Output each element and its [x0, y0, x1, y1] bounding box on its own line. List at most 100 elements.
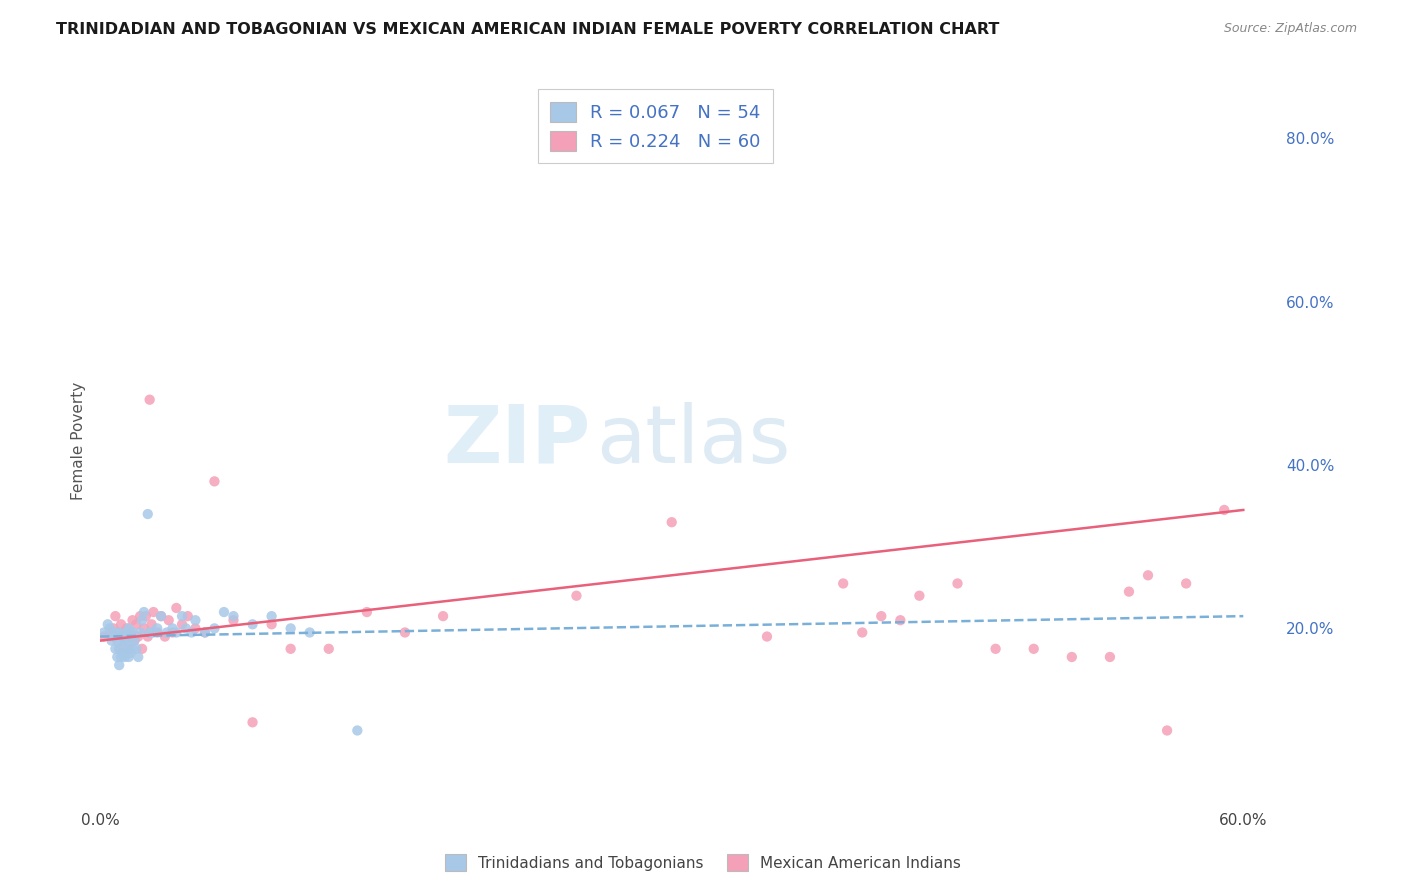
- Point: [93, 625, 115, 640]
- Point: [832, 576, 855, 591]
- Point: [756, 630, 779, 644]
- Point: [111, 630, 134, 644]
- Point: [110, 617, 132, 632]
- Point: [194, 625, 217, 640]
- Point: [104, 641, 127, 656]
- Text: ZIP: ZIP: [443, 401, 591, 480]
- Point: [127, 630, 149, 644]
- Point: [118, 638, 141, 652]
- Point: [165, 601, 187, 615]
- Point: [1156, 723, 1178, 738]
- Point: [104, 625, 127, 640]
- Point: [162, 621, 184, 635]
- Point: [260, 609, 283, 624]
- Point: [142, 605, 165, 619]
- Point: [162, 625, 184, 640]
- Text: TRINIDADIAN AND TOBAGONIAN VS MEXICAN AMERICAN INDIAN FEMALE POVERTY CORRELATION: TRINIDADIAN AND TOBAGONIAN VS MEXICAN AM…: [56, 22, 1000, 37]
- Point: [1060, 650, 1083, 665]
- Point: [131, 613, 153, 627]
- Point: [150, 609, 173, 624]
- Point: [1022, 641, 1045, 656]
- Legend: R = 0.067   N = 54, R = 0.224   N = 60: R = 0.067 N = 54, R = 0.224 N = 60: [537, 89, 773, 163]
- Point: [260, 617, 283, 632]
- Point: [150, 609, 173, 624]
- Point: [889, 613, 911, 627]
- Point: [156, 625, 179, 640]
- Point: [184, 613, 207, 627]
- Point: [1098, 650, 1121, 665]
- Point: [138, 625, 160, 640]
- Point: [432, 609, 454, 624]
- Point: [118, 621, 141, 635]
- Point: [177, 609, 200, 624]
- Point: [103, 621, 125, 635]
- Point: [121, 641, 143, 656]
- Point: [132, 605, 155, 619]
- Point: [194, 625, 217, 640]
- Point: [100, 633, 122, 648]
- Point: [908, 589, 931, 603]
- Point: [146, 621, 169, 635]
- Point: [124, 633, 146, 648]
- Point: [136, 507, 159, 521]
- Point: [120, 646, 142, 660]
- Point: [346, 723, 368, 738]
- Point: [118, 650, 141, 665]
- Point: [984, 641, 1007, 656]
- Point: [108, 625, 131, 640]
- Point: [129, 625, 152, 640]
- Point: [114, 650, 136, 665]
- Point: [242, 715, 264, 730]
- Y-axis label: Female Poverty: Female Poverty: [72, 382, 86, 500]
- Point: [157, 613, 180, 627]
- Point: [121, 613, 143, 627]
- Point: [127, 650, 149, 665]
- Point: [1213, 503, 1236, 517]
- Point: [1175, 576, 1198, 591]
- Point: [146, 625, 169, 640]
- Point: [280, 641, 302, 656]
- Point: [125, 641, 148, 656]
- Point: [565, 589, 588, 603]
- Point: [105, 650, 128, 665]
- Point: [132, 621, 155, 635]
- Point: [1137, 568, 1160, 582]
- Point: [222, 609, 245, 624]
- Point: [118, 641, 141, 656]
- Point: [115, 641, 138, 656]
- Point: [136, 630, 159, 644]
- Point: [174, 621, 197, 635]
- Point: [114, 633, 136, 648]
- Point: [97, 617, 120, 632]
- Point: [138, 392, 160, 407]
- Point: [153, 630, 176, 644]
- Point: [104, 609, 127, 624]
- Point: [103, 630, 125, 644]
- Point: [131, 641, 153, 656]
- Point: [204, 621, 226, 635]
- Point: [108, 625, 131, 640]
- Point: [98, 625, 121, 640]
- Point: [394, 625, 416, 640]
- Point: [129, 609, 152, 624]
- Point: [356, 605, 378, 619]
- Point: [120, 625, 142, 640]
- Text: atlas: atlas: [596, 401, 790, 480]
- Point: [108, 658, 131, 673]
- Point: [115, 621, 138, 635]
- Point: [280, 621, 302, 635]
- Point: [98, 621, 121, 635]
- Point: [170, 617, 193, 632]
- Point: [222, 613, 245, 627]
- Point: [111, 646, 134, 660]
- Point: [120, 630, 142, 644]
- Point: [125, 617, 148, 632]
- Point: [93, 630, 115, 644]
- Point: [212, 605, 235, 619]
- Point: [108, 641, 131, 656]
- Point: [108, 641, 131, 656]
- Point: [135, 609, 157, 624]
- Point: [115, 625, 138, 640]
- Point: [142, 625, 165, 640]
- Point: [180, 625, 202, 640]
